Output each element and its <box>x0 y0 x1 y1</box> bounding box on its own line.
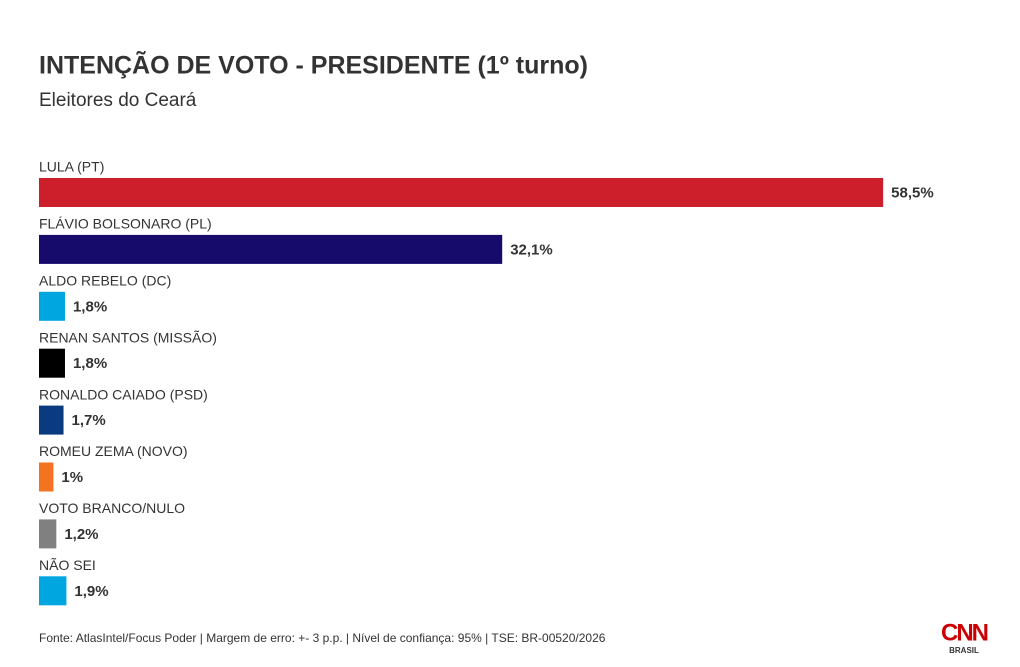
category-label: RONALDO CAIADO (PSD) <box>39 386 208 402</box>
bar <box>39 462 54 492</box>
category-label: VOTO BRANCO/NULO <box>39 500 185 516</box>
bar <box>39 234 503 264</box>
value-label: 1,8% <box>73 298 107 315</box>
category-label: RENAN SANTOS (MISSÃO) <box>39 329 217 345</box>
category-label: FLÁVIO BOLSONARO (PL) <box>39 216 212 232</box>
value-label: 32,1% <box>510 241 553 258</box>
bar <box>39 291 65 321</box>
bar <box>39 519 57 549</box>
bar <box>39 405 64 435</box>
value-label: 1,7% <box>72 412 106 429</box>
logo: CNN <box>941 619 988 646</box>
value-label: 1,8% <box>73 355 107 372</box>
bar <box>39 348 65 378</box>
chart-subtitle: Eleitores do Ceará <box>39 90 197 111</box>
bar <box>39 576 67 606</box>
bar <box>39 178 884 207</box>
logo-subtext: BRASIL <box>949 646 979 655</box>
category-label: LULA (PT) <box>39 159 104 175</box>
value-label: 58,5% <box>891 184 934 201</box>
value-label: 1% <box>61 469 83 486</box>
category-label: NÃO SEI <box>39 557 96 573</box>
category-label: ALDO REBELO (DC) <box>39 273 171 289</box>
chart-title: INTENÇÃO DE VOTO - PRESIDENTE (1º turno) <box>39 50 588 80</box>
category-label: ROMEU ZEMA (NOVO) <box>39 443 188 459</box>
value-label: 1,9% <box>74 583 108 600</box>
value-label: 1,2% <box>64 526 98 543</box>
source-note: Fonte: AtlasIntel/Focus Poder | Margem d… <box>39 631 606 645</box>
